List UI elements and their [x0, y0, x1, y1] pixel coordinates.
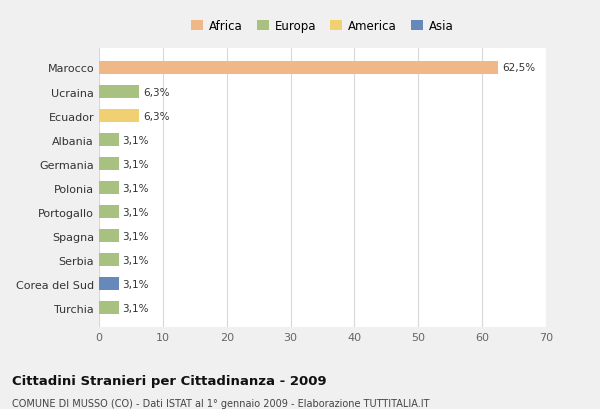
Text: 62,5%: 62,5%: [502, 63, 535, 73]
Text: 3,1%: 3,1%: [122, 231, 149, 241]
Text: 6,3%: 6,3%: [143, 111, 170, 121]
Text: 3,1%: 3,1%: [122, 303, 149, 313]
Text: 3,1%: 3,1%: [122, 159, 149, 169]
Text: 3,1%: 3,1%: [122, 135, 149, 145]
Bar: [99, 157, 119, 171]
Text: 3,1%: 3,1%: [122, 279, 149, 289]
Text: 3,1%: 3,1%: [122, 255, 149, 265]
Bar: [99, 229, 119, 243]
Bar: [99, 254, 119, 267]
Bar: [99, 301, 119, 315]
Bar: [99, 62, 498, 75]
Bar: [99, 205, 119, 219]
Bar: [99, 182, 119, 195]
Text: COMUNE DI MUSSO (CO) - Dati ISTAT al 1° gennaio 2009 - Elaborazione TUTTITALIA.I: COMUNE DI MUSSO (CO) - Dati ISTAT al 1° …: [12, 398, 430, 407]
Text: 6,3%: 6,3%: [143, 87, 170, 97]
Text: Cittadini Stranieri per Cittadinanza - 2009: Cittadini Stranieri per Cittadinanza - 2…: [12, 374, 326, 387]
Bar: [99, 134, 119, 147]
Bar: [99, 277, 119, 290]
Legend: Africa, Europa, America, Asia: Africa, Europa, America, Asia: [187, 15, 458, 38]
Text: 3,1%: 3,1%: [122, 207, 149, 217]
Text: 3,1%: 3,1%: [122, 183, 149, 193]
Bar: [99, 86, 139, 99]
Bar: [99, 110, 139, 123]
